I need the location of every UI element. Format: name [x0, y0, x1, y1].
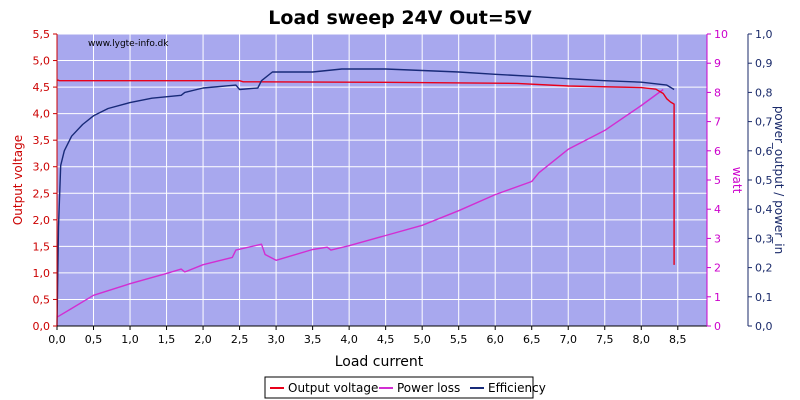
- y-right-ratio-tick-label: 0,0: [755, 320, 773, 333]
- y-left-tick-label: 2,0: [33, 214, 51, 227]
- x-tick-label: 7,5: [596, 333, 614, 346]
- y-right-ratio-tick-label: 0,2: [755, 262, 773, 275]
- plot-background: [57, 34, 707, 326]
- x-tick-label: 3,5: [304, 333, 322, 346]
- x-tick-label: 7,0: [559, 333, 577, 346]
- x-tick-label: 0,5: [85, 333, 103, 346]
- x-tick-label: 6,0: [486, 333, 504, 346]
- x-tick-label: 1,5: [158, 333, 176, 346]
- y-right-ratio-tick-label: 0,9: [755, 57, 773, 70]
- y-right-watt-tick-label: 2: [714, 262, 721, 275]
- x-tick-label: 2,5: [231, 333, 249, 346]
- y-right-watt-tick-label: 5: [714, 174, 721, 187]
- y-left-tick-label: 1,0: [33, 267, 51, 280]
- y-right-ratio-tick-label: 0,3: [755, 232, 773, 245]
- x-axis-label: Load current: [335, 354, 424, 370]
- y-right-ratio-tick-label: 0,5: [755, 174, 773, 187]
- chart-title: Load sweep 24V Out=5V: [268, 7, 532, 29]
- y-left-tick-label: 0,0: [33, 320, 51, 333]
- y-left-tick-label: 3,5: [33, 134, 51, 147]
- y-right-watt-tick-label: 1: [714, 291, 721, 304]
- x-tick-label: 1,0: [121, 333, 139, 346]
- legend-label-power-loss: Power loss: [397, 381, 460, 395]
- legend-label-output-voltage: Output voltage: [288, 381, 378, 395]
- legend: Output voltage Power loss Efficiency: [264, 376, 546, 399]
- legend-box: [264, 376, 534, 399]
- y-right-watt-tick-label: 3: [714, 232, 721, 245]
- legend-label-efficiency: Efficiency: [488, 381, 546, 395]
- x-tick-label: 8,5: [669, 333, 687, 346]
- y-right-watt-tick-label: 10: [714, 28, 728, 41]
- y-right-watt-axis-label: watt: [730, 167, 744, 194]
- series-line-power-loss: [56, 88, 664, 318]
- y-right-ratio-tick-label: 0,6: [755, 145, 773, 158]
- series-layer: [56, 68, 675, 327]
- y-left-tick-label: 0,5: [33, 293, 51, 306]
- y-right-ratio-tick-label: 0,8: [755, 86, 773, 99]
- y-right-watt-tick-label: 4: [714, 203, 721, 216]
- y-right-ratio-tick-label: 0,1: [755, 291, 773, 304]
- x-tick-label: 5,0: [413, 333, 431, 346]
- y-right-watt-tick-label: 7: [714, 116, 721, 129]
- y-right-ratio-tick-label: 1,0: [755, 28, 773, 41]
- y-left-tick-label: 4,0: [33, 108, 51, 121]
- series-line-efficiency: [56, 68, 675, 327]
- y-right-ratio-tick-label: 0,4: [755, 203, 773, 216]
- y-left-tick-label: 5,0: [33, 55, 51, 68]
- watermark: www.lygte-info.dk: [88, 39, 169, 49]
- x-tick-label: 5,5: [450, 333, 468, 346]
- y-left-tick-label: 2,5: [33, 187, 51, 200]
- x-tick-label: 4,0: [340, 333, 358, 346]
- x-tick-label: 8,0: [633, 333, 651, 346]
- y-right-ratio-tick-label: 0,7: [755, 116, 773, 129]
- series-line-output-voltage: [57, 79, 675, 265]
- y-left-axis-label: Output voltage: [11, 135, 25, 225]
- x-tick-label: 0,0: [48, 333, 66, 346]
- y-left-tick-label: 3,0: [33, 161, 51, 174]
- y-right-watt-tick-label: 9: [714, 57, 721, 70]
- y-right-watt-tick-label: 0: [714, 320, 721, 333]
- y-left-tick-label: 1,5: [33, 240, 51, 253]
- axes: 0,0 0,5 1,0 1,5 2,0 2,5 3,0 3,5 4,0 4,5 5,0 5,5 6,0 6…: [33, 28, 773, 346]
- x-tick-label: 4,5: [377, 333, 395, 346]
- y-right-ratio-axis-label: power_output / power_in: [772, 106, 786, 254]
- y-right-watt-tick-label: 6: [714, 145, 721, 158]
- y-left-tick-label: 4,5: [33, 81, 51, 94]
- x-tick-label: 3,0: [267, 333, 285, 346]
- x-tick-label: 2,0: [194, 333, 212, 346]
- y-left-tick-label: 5,5: [33, 28, 51, 41]
- y-right-watt-tick-label: 8: [714, 86, 721, 99]
- x-tick-label: 6,5: [523, 333, 541, 346]
